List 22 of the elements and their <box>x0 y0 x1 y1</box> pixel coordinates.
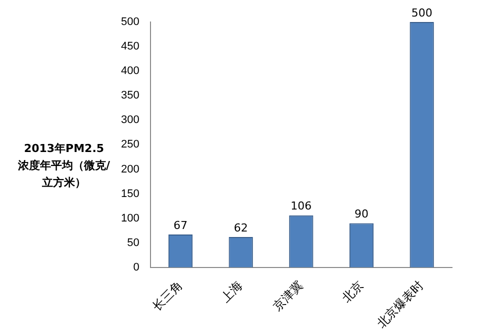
x-tick-label: 北京爆表时 <box>374 278 426 330</box>
y-tick-label: 200 <box>120 163 140 176</box>
x-tick-label: 京津冀 <box>270 278 306 314</box>
y-tick-label: 250 <box>120 138 140 151</box>
y-tick-label: 400 <box>120 65 140 78</box>
data-label: 67 <box>174 218 188 232</box>
y-tick-label: 350 <box>120 90 140 102</box>
data-label: 90 <box>354 208 369 221</box>
y-tick-label: 150 <box>120 188 140 200</box>
data-label: 106 <box>290 200 312 213</box>
y-tick-label: 100 <box>120 212 140 224</box>
y-tick-label: 300 <box>120 114 140 126</box>
x-tick-label: 上海 <box>218 278 246 305</box>
data-label: 62 <box>234 221 248 234</box>
y-tick-label: 450 <box>120 40 140 53</box>
x-tick-label: 北京 <box>339 278 366 305</box>
y-tick-label: 500 <box>120 16 140 28</box>
x-tick-label: 长三角 <box>150 278 185 314</box>
y-tick-label: 0 <box>133 261 140 274</box>
y-axis-title: 2013年PM2.5 浓度年平均（微克/立方米） <box>16 141 112 191</box>
data-label: 500 <box>411 6 432 20</box>
y-tick-label: 50 <box>127 236 140 249</box>
